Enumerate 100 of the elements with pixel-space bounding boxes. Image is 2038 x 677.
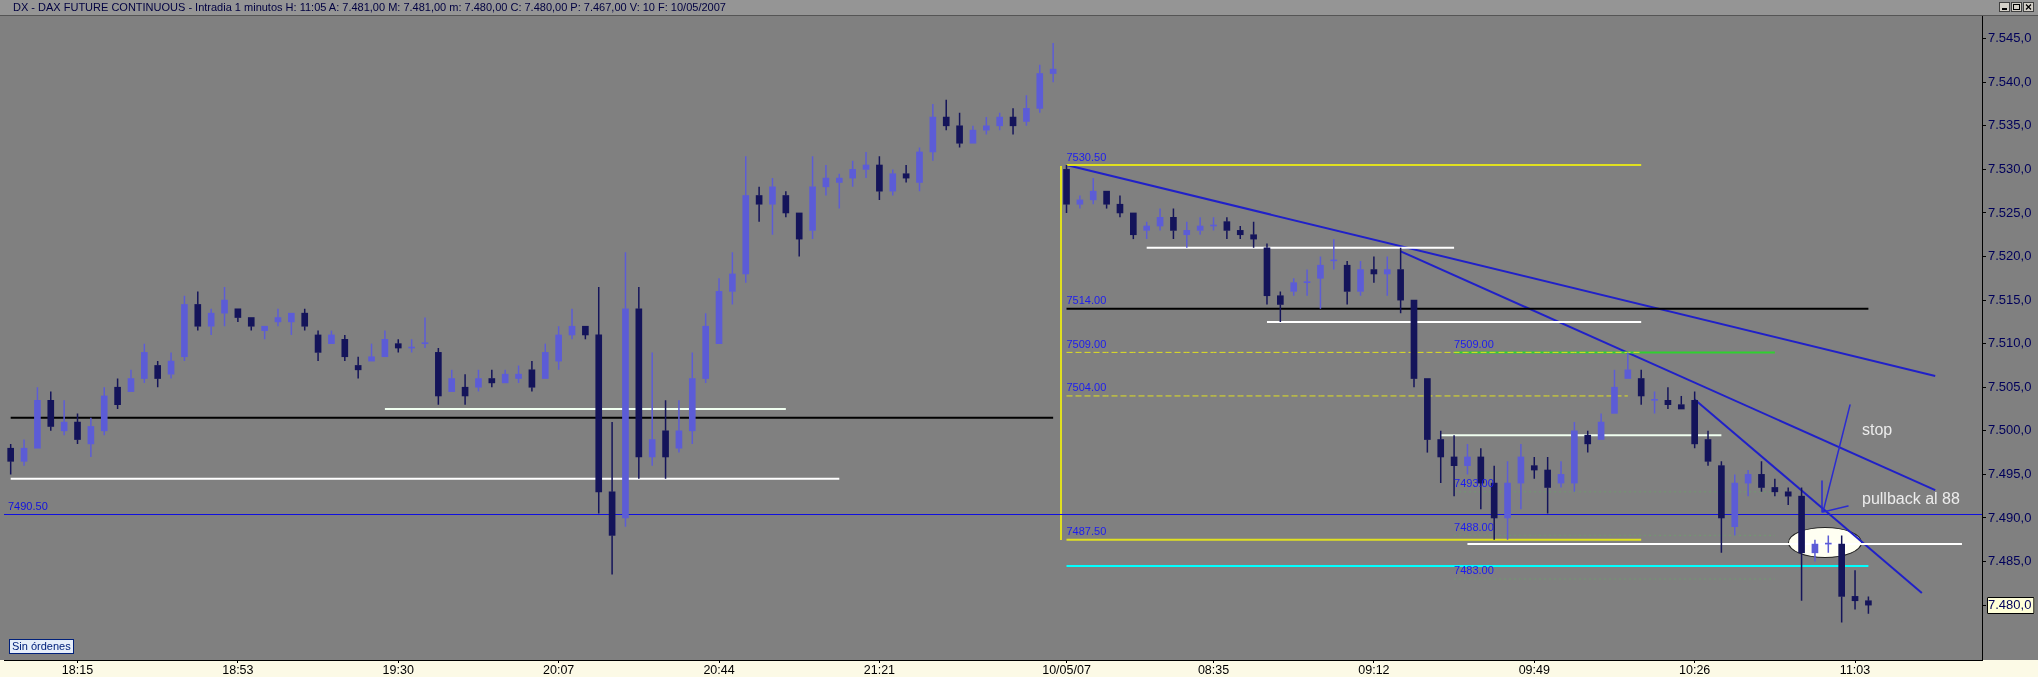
candlestick: [421, 316, 429, 349]
annotation: stop: [1862, 421, 1893, 439]
candlestick: [1303, 268, 1311, 297]
series-label: 7487.50: [1066, 525, 1107, 538]
candlestick: [1464, 443, 1471, 476]
candlestick: [207, 308, 215, 336]
candlestick: [715, 277, 723, 344]
candlestick: [1397, 247, 1404, 314]
candlestick: [729, 251, 736, 306]
series-label: 7509.00: [1454, 337, 1494, 350]
y-tick-label: 7.480,0: [1988, 596, 2032, 612]
series-label: 7483.00: [1454, 564, 1494, 577]
candlestick: [622, 251, 629, 528]
series-label: 7514.00: [1066, 294, 1107, 307]
candlestick: [341, 334, 349, 362]
x-tick-label: 10/05/07: [1042, 662, 1091, 677]
candlestick: [354, 355, 362, 380]
candlestick: [234, 308, 242, 323]
y-tick-label: 7.510,0: [1988, 335, 2032, 351]
candlestick: [1263, 242, 1271, 306]
candlestick: [1771, 477, 1779, 497]
candlestick: [1036, 64, 1044, 114]
candlestick: [795, 212, 803, 258]
candlestick: [1437, 430, 1445, 484]
candlestick: [1504, 460, 1511, 541]
candlestick: [127, 369, 135, 392]
y-tick-label: 7.500,0: [1988, 422, 2032, 438]
candlestick: [835, 172, 843, 210]
candlestick: [501, 369, 509, 384]
candlestick: [755, 186, 763, 223]
x-tick-label: 08:35: [1197, 662, 1230, 677]
candlestick: [688, 351, 696, 445]
candlestick: [675, 399, 683, 454]
x-tick-label: 18:53: [222, 662, 254, 677]
candlestick: [1544, 456, 1551, 515]
y-tick-label: 7.535,0: [1988, 117, 2032, 133]
x-tick-label: 21:21: [863, 662, 896, 677]
candlestick: [595, 286, 603, 515]
candlestick: [47, 390, 55, 432]
x-tick-label: 20:44: [703, 662, 735, 677]
x-tick-label: 18:15: [61, 662, 94, 677]
candlestick: [1410, 299, 1418, 388]
x-tick-label: 11:03: [1839, 662, 1871, 677]
candlestick: [635, 286, 643, 480]
candlestick: [1317, 255, 1324, 310]
candlestick: [1731, 473, 1739, 537]
y-tick-label: 7.490,0: [1988, 509, 2032, 525]
candlestick: [969, 125, 977, 144]
y-tick-label: 7.530,0: [1988, 160, 2032, 176]
series-label: 7509.00: [1066, 337, 1107, 350]
candlestick: [1089, 177, 1097, 205]
y-tick-label: 7.505,0: [1988, 378, 2032, 394]
candlestick: [221, 286, 228, 327]
candlestick: [889, 168, 897, 197]
chart-title: DX - DAX FUTURE CONTINUOUS - Intradia 1 minutos H: 11:05 A: 7.481,00 M: 7.481,00 m: 7.480,00 C: 7.480,00 P: 7.467,00 V: 10 F: 10/05/2007: [13, 1, 726, 14]
candlestick: [1664, 386, 1672, 410]
annotation: Sin órdenes: [9, 639, 74, 654]
candlestick: [194, 290, 202, 332]
candlestick: [100, 386, 108, 436]
y-tick-label: 7.540,0: [1988, 73, 2032, 89]
candlestick: [648, 351, 656, 467]
candlestick: [1597, 412, 1605, 440]
candlestick: [528, 360, 536, 393]
candlestick: [87, 416, 95, 458]
y-tick-label: 7.525,0: [1988, 204, 2032, 220]
candlestick: [1718, 460, 1725, 554]
candlestick: [1250, 220, 1257, 249]
candlestick: [1383, 255, 1391, 297]
candlestick: [942, 98, 950, 131]
series-label: 7530.50: [1066, 150, 1107, 163]
candlestick: [1277, 290, 1284, 323]
candlestick: [662, 399, 669, 480]
x-tick-label: 20:07: [543, 662, 575, 677]
candlestick: [1651, 390, 1658, 415]
candlestick: [1223, 216, 1231, 240]
y-tick-label: 7.495,0: [1988, 465, 2032, 481]
candlestick: [1624, 351, 1632, 379]
y-tick-label: 7.515,0: [1988, 291, 2032, 307]
candlestick: [769, 177, 776, 236]
x-tick-label: 10:26: [1679, 662, 1711, 677]
candlestick: [1838, 534, 1845, 624]
candlestick: [1183, 220, 1191, 249]
candlestick: [1049, 42, 1057, 83]
annotation: pullback al 88: [1862, 490, 1960, 508]
candlestick: [1704, 430, 1712, 467]
candlestick: [488, 369, 496, 388]
y-tick-label: 7.485,0: [1988, 553, 2032, 569]
candlestick: [608, 421, 616, 576]
x-tick-label: 09:12: [1358, 662, 1390, 677]
candlestick: [1784, 486, 1792, 506]
ref-line-label: 7490.50: [8, 500, 48, 513]
candlestick: [20, 438, 28, 467]
y-tick-label: 7.545,0: [1988, 30, 2032, 46]
x-tick-label: 09:49: [1518, 662, 1550, 677]
series-label: 7504.00: [1066, 381, 1107, 394]
candlestick: [1637, 369, 1645, 406]
x-tick-label: 19:30: [382, 662, 414, 677]
candlestick: [742, 155, 750, 284]
candlestick: [1851, 569, 1859, 611]
candlestick: [809, 155, 816, 240]
